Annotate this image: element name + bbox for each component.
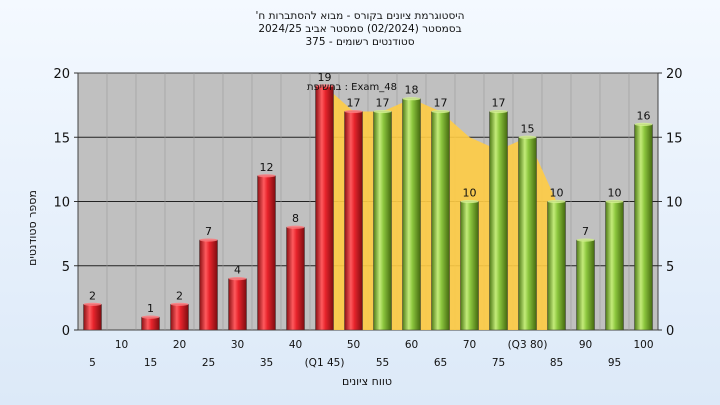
- y-tick-label-left: 5: [62, 260, 70, 275]
- bar-45: [315, 85, 334, 331]
- data-label-80: 15: [521, 122, 535, 135]
- bar-90: [576, 239, 595, 331]
- bar-cap: [257, 174, 276, 178]
- x-tick-label: (Q1 45): [305, 357, 345, 369]
- bar-cap: [547, 199, 566, 204]
- data-label-55: 17: [376, 97, 390, 110]
- bar-50: [344, 111, 363, 331]
- bar-cap: [576, 238, 595, 242]
- bar-cap: [228, 277, 247, 281]
- bar-40: [286, 226, 305, 331]
- data-label-100: 16: [637, 109, 651, 122]
- x-tick-label: (Q3 80): [508, 339, 548, 351]
- x-tick-label: 90: [579, 339, 592, 351]
- data-label-85: 10: [550, 187, 564, 200]
- bar-cap: [83, 302, 102, 306]
- y-axis-label: מספר סטודנטים: [26, 190, 39, 266]
- bar-35: [257, 175, 276, 331]
- bar-65: [431, 111, 450, 331]
- x-tick-label: 30: [231, 339, 244, 351]
- x-tick-label: 65: [434, 357, 447, 369]
- chart-title-line-3: סטודנטים רשומים - 375: [305, 36, 415, 48]
- y-tick-label-left: 0: [62, 324, 70, 339]
- y-tick-label-right: 20: [666, 67, 683, 82]
- y-tick-label-right: 15: [666, 131, 683, 146]
- bar-cap: [518, 135, 537, 139]
- bar-85: [547, 201, 566, 331]
- x-tick-label: 55: [376, 357, 389, 369]
- bar-30: [228, 278, 247, 331]
- x-tick-label: 20: [173, 339, 186, 351]
- bar-cap: [286, 225, 305, 229]
- data-label-30: 4: [234, 264, 241, 277]
- bar-cap: [199, 238, 218, 242]
- x-tick-label: 100: [633, 339, 653, 351]
- data-label-50: 17: [347, 97, 361, 110]
- bar-cap: [634, 122, 653, 126]
- bar-95: [605, 201, 624, 331]
- chart-title-line-1: 'היסטוגרמת ציונים בקורס - מבוא להסתברות …: [255, 10, 465, 22]
- data-label-25: 7: [205, 225, 212, 238]
- data-label-70: 10: [463, 187, 477, 200]
- bar-cap: [344, 109, 363, 114]
- y-tick-label-right: 10: [666, 196, 683, 211]
- y-tick-label-left: 15: [53, 131, 70, 146]
- x-tick-label: 25: [202, 357, 215, 369]
- data-label-5: 2: [89, 289, 96, 302]
- bar-cap: [402, 97, 421, 101]
- bar-cap: [141, 315, 160, 319]
- data-label-90: 7: [582, 225, 589, 238]
- x-tick-label: 70: [463, 339, 476, 351]
- data-label-95: 10: [608, 187, 622, 200]
- x-tick-label: 5: [89, 357, 96, 369]
- y-tick-label-right: 5: [666, 260, 674, 275]
- y-tick-label-left: 20: [53, 67, 70, 82]
- bar-25: [199, 239, 218, 331]
- chart-title-line-2: בסמסטר (02/2024) סמסטר אביב 2024/25: [258, 23, 462, 35]
- bar-cap: [431, 109, 450, 114]
- y-tick-label-left: 10: [53, 196, 70, 211]
- y-tick-label-right: 0: [666, 324, 674, 339]
- x-tick-label: 50: [347, 339, 360, 351]
- x-tick-label: 60: [405, 339, 418, 351]
- bar-cap: [373, 109, 392, 114]
- x-tick-label: 95: [608, 357, 621, 369]
- bar-75: [489, 111, 508, 331]
- data-label-35: 12: [260, 161, 274, 174]
- bar-80: [518, 137, 537, 331]
- data-label-60: 18: [405, 84, 419, 97]
- data-label-40: 8: [292, 212, 299, 225]
- bar-60: [402, 98, 421, 331]
- x-tick-label: 10: [115, 339, 128, 351]
- bar-100: [634, 124, 653, 331]
- x-tick-label: 85: [550, 357, 563, 369]
- bar-70: [460, 201, 479, 331]
- bar-55: [373, 111, 392, 331]
- x-axis-label: טווח ציונים: [342, 375, 392, 388]
- exam-annotation: בחשיפת : Exam_48: [307, 82, 397, 93]
- data-label-45: 19: [318, 71, 332, 84]
- x-tick-label: 40: [289, 339, 302, 351]
- bar-20: [170, 304, 189, 331]
- x-tick-label: 35: [260, 357, 273, 369]
- x-tick-label: 15: [144, 357, 157, 369]
- bar-5: [83, 304, 102, 331]
- bar-15: [141, 316, 160, 331]
- data-label-15: 1: [147, 302, 154, 315]
- bar-cap: [315, 84, 334, 88]
- data-label-65: 17: [434, 97, 448, 110]
- bar-cap: [489, 109, 508, 114]
- bar-cap: [170, 302, 189, 306]
- bar-cap: [605, 199, 624, 204]
- data-label-20: 2: [176, 289, 183, 302]
- data-label-75: 17: [492, 97, 506, 110]
- x-tick-label: 75: [492, 357, 505, 369]
- bar-cap: [460, 199, 479, 204]
- chart-title: 'היסטוגרמת ציונים בקורס - מבוא להסתברות …: [0, 10, 720, 49]
